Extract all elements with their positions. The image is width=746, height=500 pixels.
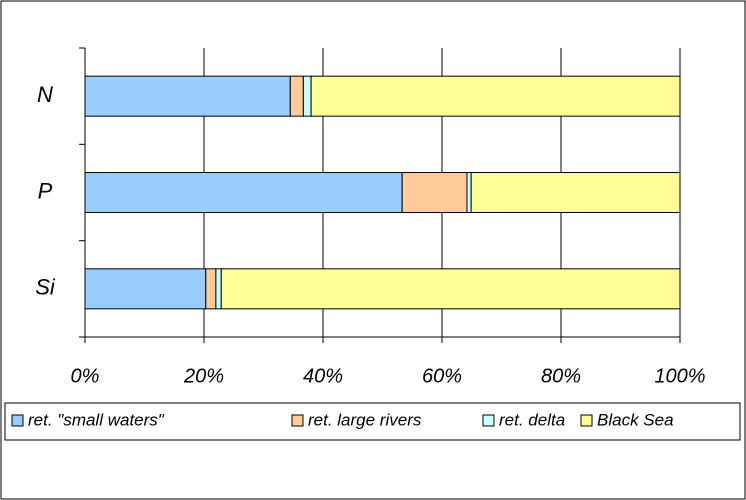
x-tick-label: 60% bbox=[422, 365, 462, 387]
legend-box bbox=[4, 402, 741, 441]
y-tick-label: N bbox=[37, 82, 53, 107]
axes: 0% 20% 40% 60% 80% 100% N P Si bbox=[35, 47, 706, 387]
bar-segment bbox=[84, 75, 291, 117]
legend-label: ret. large rivers bbox=[308, 410, 422, 429]
legend-swatch bbox=[291, 414, 304, 427]
legend-swatch bbox=[11, 414, 24, 427]
bar-segment bbox=[84, 268, 207, 310]
legend-label: Black Sea bbox=[597, 410, 674, 429]
bar-segment bbox=[302, 75, 312, 117]
legend-label: ret. delta bbox=[499, 410, 565, 429]
bar-segment bbox=[289, 75, 304, 117]
y-tick-label: Si bbox=[35, 275, 56, 300]
bar-segment bbox=[84, 172, 403, 213]
x-tick-label: 40% bbox=[303, 365, 343, 387]
legend-label: ret. "small waters" bbox=[28, 410, 165, 429]
bar-segment bbox=[220, 268, 681, 310]
legend-swatch bbox=[482, 414, 495, 427]
bar-segment bbox=[205, 268, 217, 310]
x-tick-label: 100% bbox=[654, 365, 705, 387]
legend: ret. "small waters" ret. large rivers ret.… bbox=[11, 410, 674, 429]
legend-swatch bbox=[580, 414, 593, 427]
bar-segment bbox=[215, 268, 222, 310]
x-tick-label: 20% bbox=[183, 365, 224, 387]
bars bbox=[84, 75, 681, 310]
bar-segment bbox=[466, 172, 472, 213]
bar-segment bbox=[310, 75, 681, 117]
bar-segment bbox=[401, 172, 468, 213]
x-tick-label: 0% bbox=[71, 365, 100, 387]
y-tick-label: P bbox=[38, 178, 53, 203]
x-tick-label: 80% bbox=[541, 365, 581, 387]
bar-segment bbox=[470, 172, 681, 213]
